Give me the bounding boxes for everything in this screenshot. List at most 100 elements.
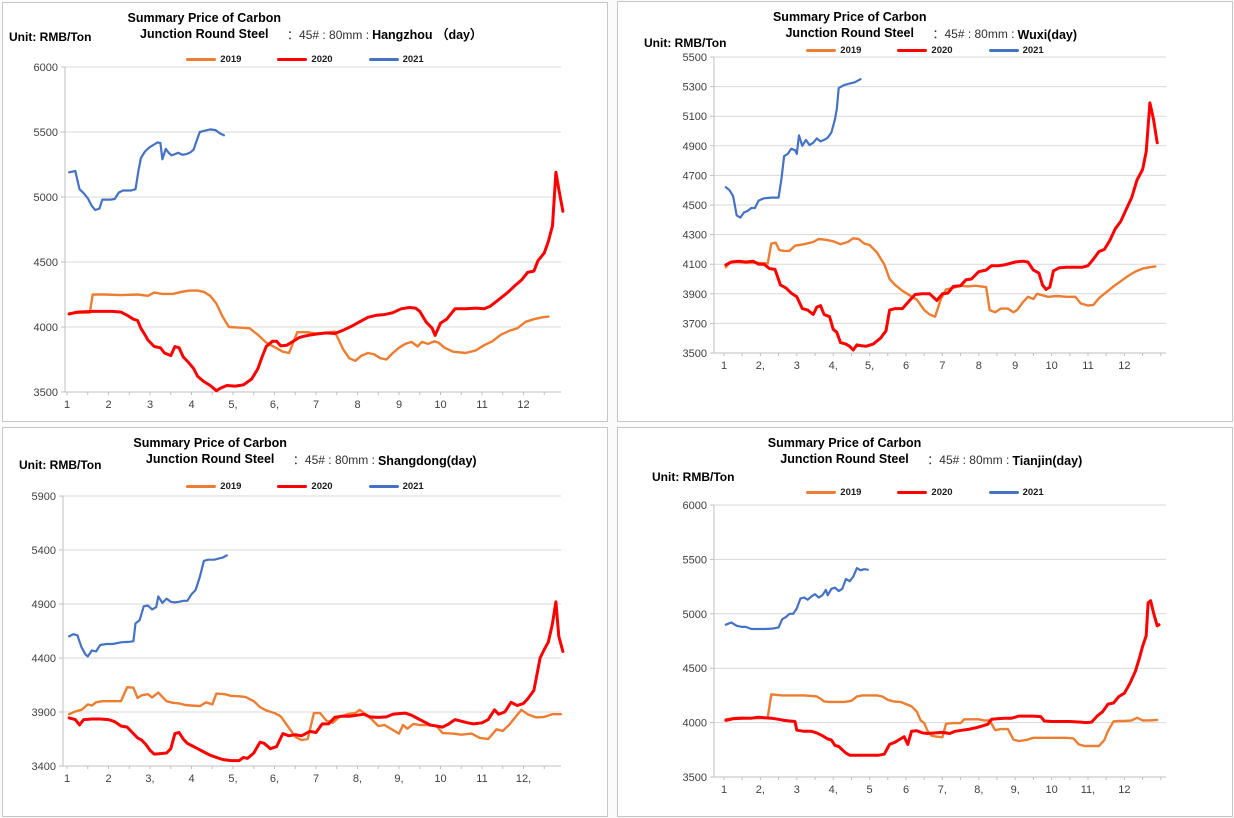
svg-text:3900: 3900 (683, 289, 707, 301)
unit-label: Unit: RMB/Ton (652, 470, 735, 484)
line-chart-tianjin: 3500 4000 4500 5000 5500 6000 1 2, 3 4, 5 6 7, 8, 9, 10… (683, 500, 1166, 796)
svg-text:5,: 5, (228, 399, 237, 411)
legend-item-2020: 2020 (277, 54, 333, 65)
chart-card-tianjin: Summary Price of Carbon Junction Round S… (617, 427, 1233, 817)
svg-text:8,: 8, (353, 773, 362, 785)
svg-text:9,: 9, (394, 773, 403, 785)
svg-text:10: 10 (434, 399, 446, 411)
svg-text:4500: 4500 (683, 200, 707, 212)
chart-legend: 2019 2020 2021 (63, 481, 547, 492)
legend-swatch-2020 (897, 49, 928, 52)
legend-label-2020: 2020 (311, 54, 333, 65)
legend-label-2021: 2021 (402, 54, 424, 65)
svg-text:3: 3 (794, 784, 800, 796)
legend-label-2019: 2019 (840, 45, 862, 56)
svg-text:4: 4 (188, 773, 194, 785)
svg-text:5100: 5100 (683, 111, 707, 123)
legend-swatch-2019 (806, 491, 837, 494)
svg-text:7,: 7, (938, 784, 947, 796)
svg-text:3: 3 (794, 360, 800, 372)
unit-label: Unit: RMB/Ton (644, 36, 727, 50)
svg-text:7: 7 (313, 399, 319, 411)
svg-text:5500: 5500 (34, 127, 58, 139)
svg-text:4000: 4000 (34, 322, 58, 334)
svg-text:3500: 3500 (34, 387, 58, 399)
svg-text:5900: 5900 (32, 491, 56, 503)
svg-text:9: 9 (1012, 360, 1018, 372)
legend-item-2019: 2019 (186, 481, 241, 492)
svg-text:9,: 9, (1011, 784, 1020, 796)
svg-text:5000: 5000 (683, 609, 707, 621)
legend-item-2021: 2021 (988, 45, 1044, 56)
svg-text:4900: 4900 (683, 141, 707, 153)
svg-text:6,: 6, (270, 773, 279, 785)
svg-text:4900: 4900 (32, 599, 56, 611)
legend-item-2021: 2021 (368, 481, 424, 492)
svg-text:12: 12 (517, 399, 529, 411)
legend-label-2021: 2021 (1022, 45, 1044, 56)
unit-label: Unit: RMB/Ton (19, 458, 102, 472)
svg-text:7: 7 (313, 773, 319, 785)
legend-swatch-2019 (186, 485, 217, 488)
legend-item-2020: 2020 (897, 487, 953, 498)
chart-card-shangdong: Summary Price of Carbon Junction Round S… (2, 427, 608, 817)
svg-text:6: 6 (903, 784, 909, 796)
svg-text:5500: 5500 (683, 554, 707, 566)
line-chart-shangdong: 3400 3900 4400 4900 5400 5900 1 2 3, 4 5, 6, 7 8, 9, 10… (32, 491, 565, 785)
svg-text:10: 10 (434, 773, 446, 785)
unit-label: Unit: RMB/Ton (9, 30, 92, 44)
svg-text:1: 1 (64, 773, 70, 785)
svg-text:4100: 4100 (683, 259, 707, 271)
svg-text:11,: 11, (1081, 784, 1095, 796)
svg-text:12,: 12, (516, 773, 531, 785)
legend-swatch-2021 (988, 49, 1019, 52)
svg-text:9: 9 (396, 399, 402, 411)
svg-text:4000: 4000 (683, 718, 707, 730)
legend-label-2019: 2019 (220, 481, 242, 492)
svg-text:3500: 3500 (683, 772, 707, 784)
svg-text:5,: 5, (865, 360, 874, 372)
legend-swatch-2020 (277, 485, 308, 488)
chart-legend: 2019 2020 2021 (63, 54, 547, 65)
svg-text:1: 1 (64, 399, 70, 411)
legend-item-2020: 2020 (277, 481, 333, 492)
svg-text:6: 6 (903, 360, 909, 372)
legend-swatch-2019 (806, 49, 837, 52)
svg-text:1: 1 (721, 784, 727, 796)
svg-text:5500: 5500 (683, 52, 707, 64)
svg-text:4: 4 (188, 399, 194, 411)
svg-text:2,: 2, (756, 784, 765, 796)
svg-text:3900: 3900 (32, 707, 56, 719)
svg-text:4500: 4500 (34, 257, 58, 269)
legend-item-2021: 2021 (368, 54, 424, 65)
chart-card-wuxi: Summary Price of Carbon Junction Round S… (617, 1, 1233, 422)
svg-text:4400: 4400 (32, 653, 56, 665)
svg-text:11: 11 (476, 399, 487, 411)
svg-text:3700: 3700 (683, 318, 707, 330)
legend-swatch-2020 (277, 58, 308, 61)
legend-swatch-2021 (368, 58, 399, 61)
svg-text:5000: 5000 (34, 192, 58, 204)
legend-label-2020: 2020 (311, 481, 333, 492)
svg-text:3400: 3400 (32, 761, 56, 773)
legend-label-2021: 2021 (1022, 487, 1044, 498)
legend-label-2019: 2019 (220, 54, 242, 65)
legend-item-2019: 2019 (806, 487, 861, 498)
svg-text:12: 12 (1118, 784, 1130, 796)
legend-label-2020: 2020 (931, 487, 953, 498)
legend-label-2020: 2020 (931, 45, 953, 56)
svg-text:3,: 3, (145, 773, 154, 785)
svg-text:4500: 4500 (683, 663, 707, 675)
svg-text:3500: 3500 (683, 348, 707, 360)
svg-text:8: 8 (976, 360, 982, 372)
chart-card-hangzhou: Summary Price of Carbon Junction Round S… (2, 2, 608, 422)
legend-item-2020: 2020 (897, 45, 953, 56)
legend-swatch-2020 (897, 491, 928, 494)
svg-text:2: 2 (105, 399, 111, 411)
svg-text:2: 2 (105, 773, 111, 785)
svg-text:1: 1 (721, 360, 727, 372)
svg-text:10: 10 (1045, 784, 1057, 796)
svg-text:5400: 5400 (32, 545, 56, 557)
svg-text:6,: 6, (270, 399, 279, 411)
